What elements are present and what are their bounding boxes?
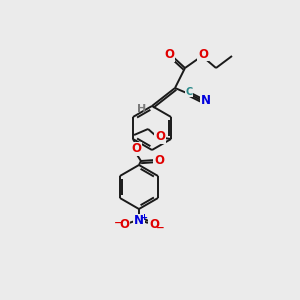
Text: O: O [198,47,208,61]
Text: −: − [156,223,164,233]
Text: O: O [149,218,159,232]
Text: N: N [134,214,144,227]
Text: O: O [131,142,141,155]
Text: O: O [119,218,129,232]
Text: O: O [154,154,164,166]
Text: C: C [185,87,193,97]
Text: O: O [164,49,174,62]
Text: O: O [155,130,165,143]
Text: H: H [137,104,147,114]
Text: −: − [114,218,122,228]
Text: +: + [140,212,147,221]
Text: N: N [201,94,211,107]
